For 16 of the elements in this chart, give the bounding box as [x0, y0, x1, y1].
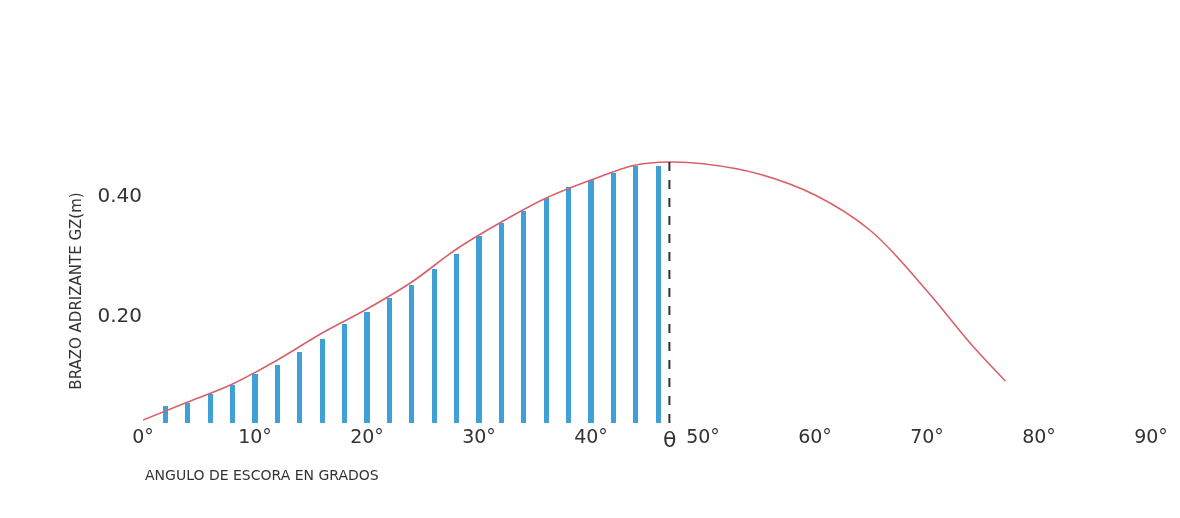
y-tick-label: 0.20	[97, 303, 142, 327]
x-tick-label: 0°	[132, 425, 154, 447]
ref-line-label: θ	[663, 427, 677, 452]
y-tick-label: 0.40	[97, 183, 142, 207]
x-tick-label: 50°	[686, 425, 720, 447]
x-tick-label: 90°	[1134, 425, 1168, 447]
x-tick-label: 80°	[1022, 425, 1056, 447]
x-tick-label: 60°	[798, 425, 832, 447]
x-axis-title: ANGULO DE ESCORA EN GRADOS	[145, 467, 379, 483]
x-tick-label: 20°	[350, 425, 384, 447]
x-tick-label: 70°	[910, 425, 944, 447]
x-tick-label: 40°	[574, 425, 608, 447]
line-series	[143, 161, 1007, 421]
y-axis-title: BRAZO ADRIZANTE GZ(m)	[66, 192, 85, 390]
x-tick-label: 10°	[238, 425, 272, 447]
x-tick-label: 30°	[462, 425, 496, 447]
